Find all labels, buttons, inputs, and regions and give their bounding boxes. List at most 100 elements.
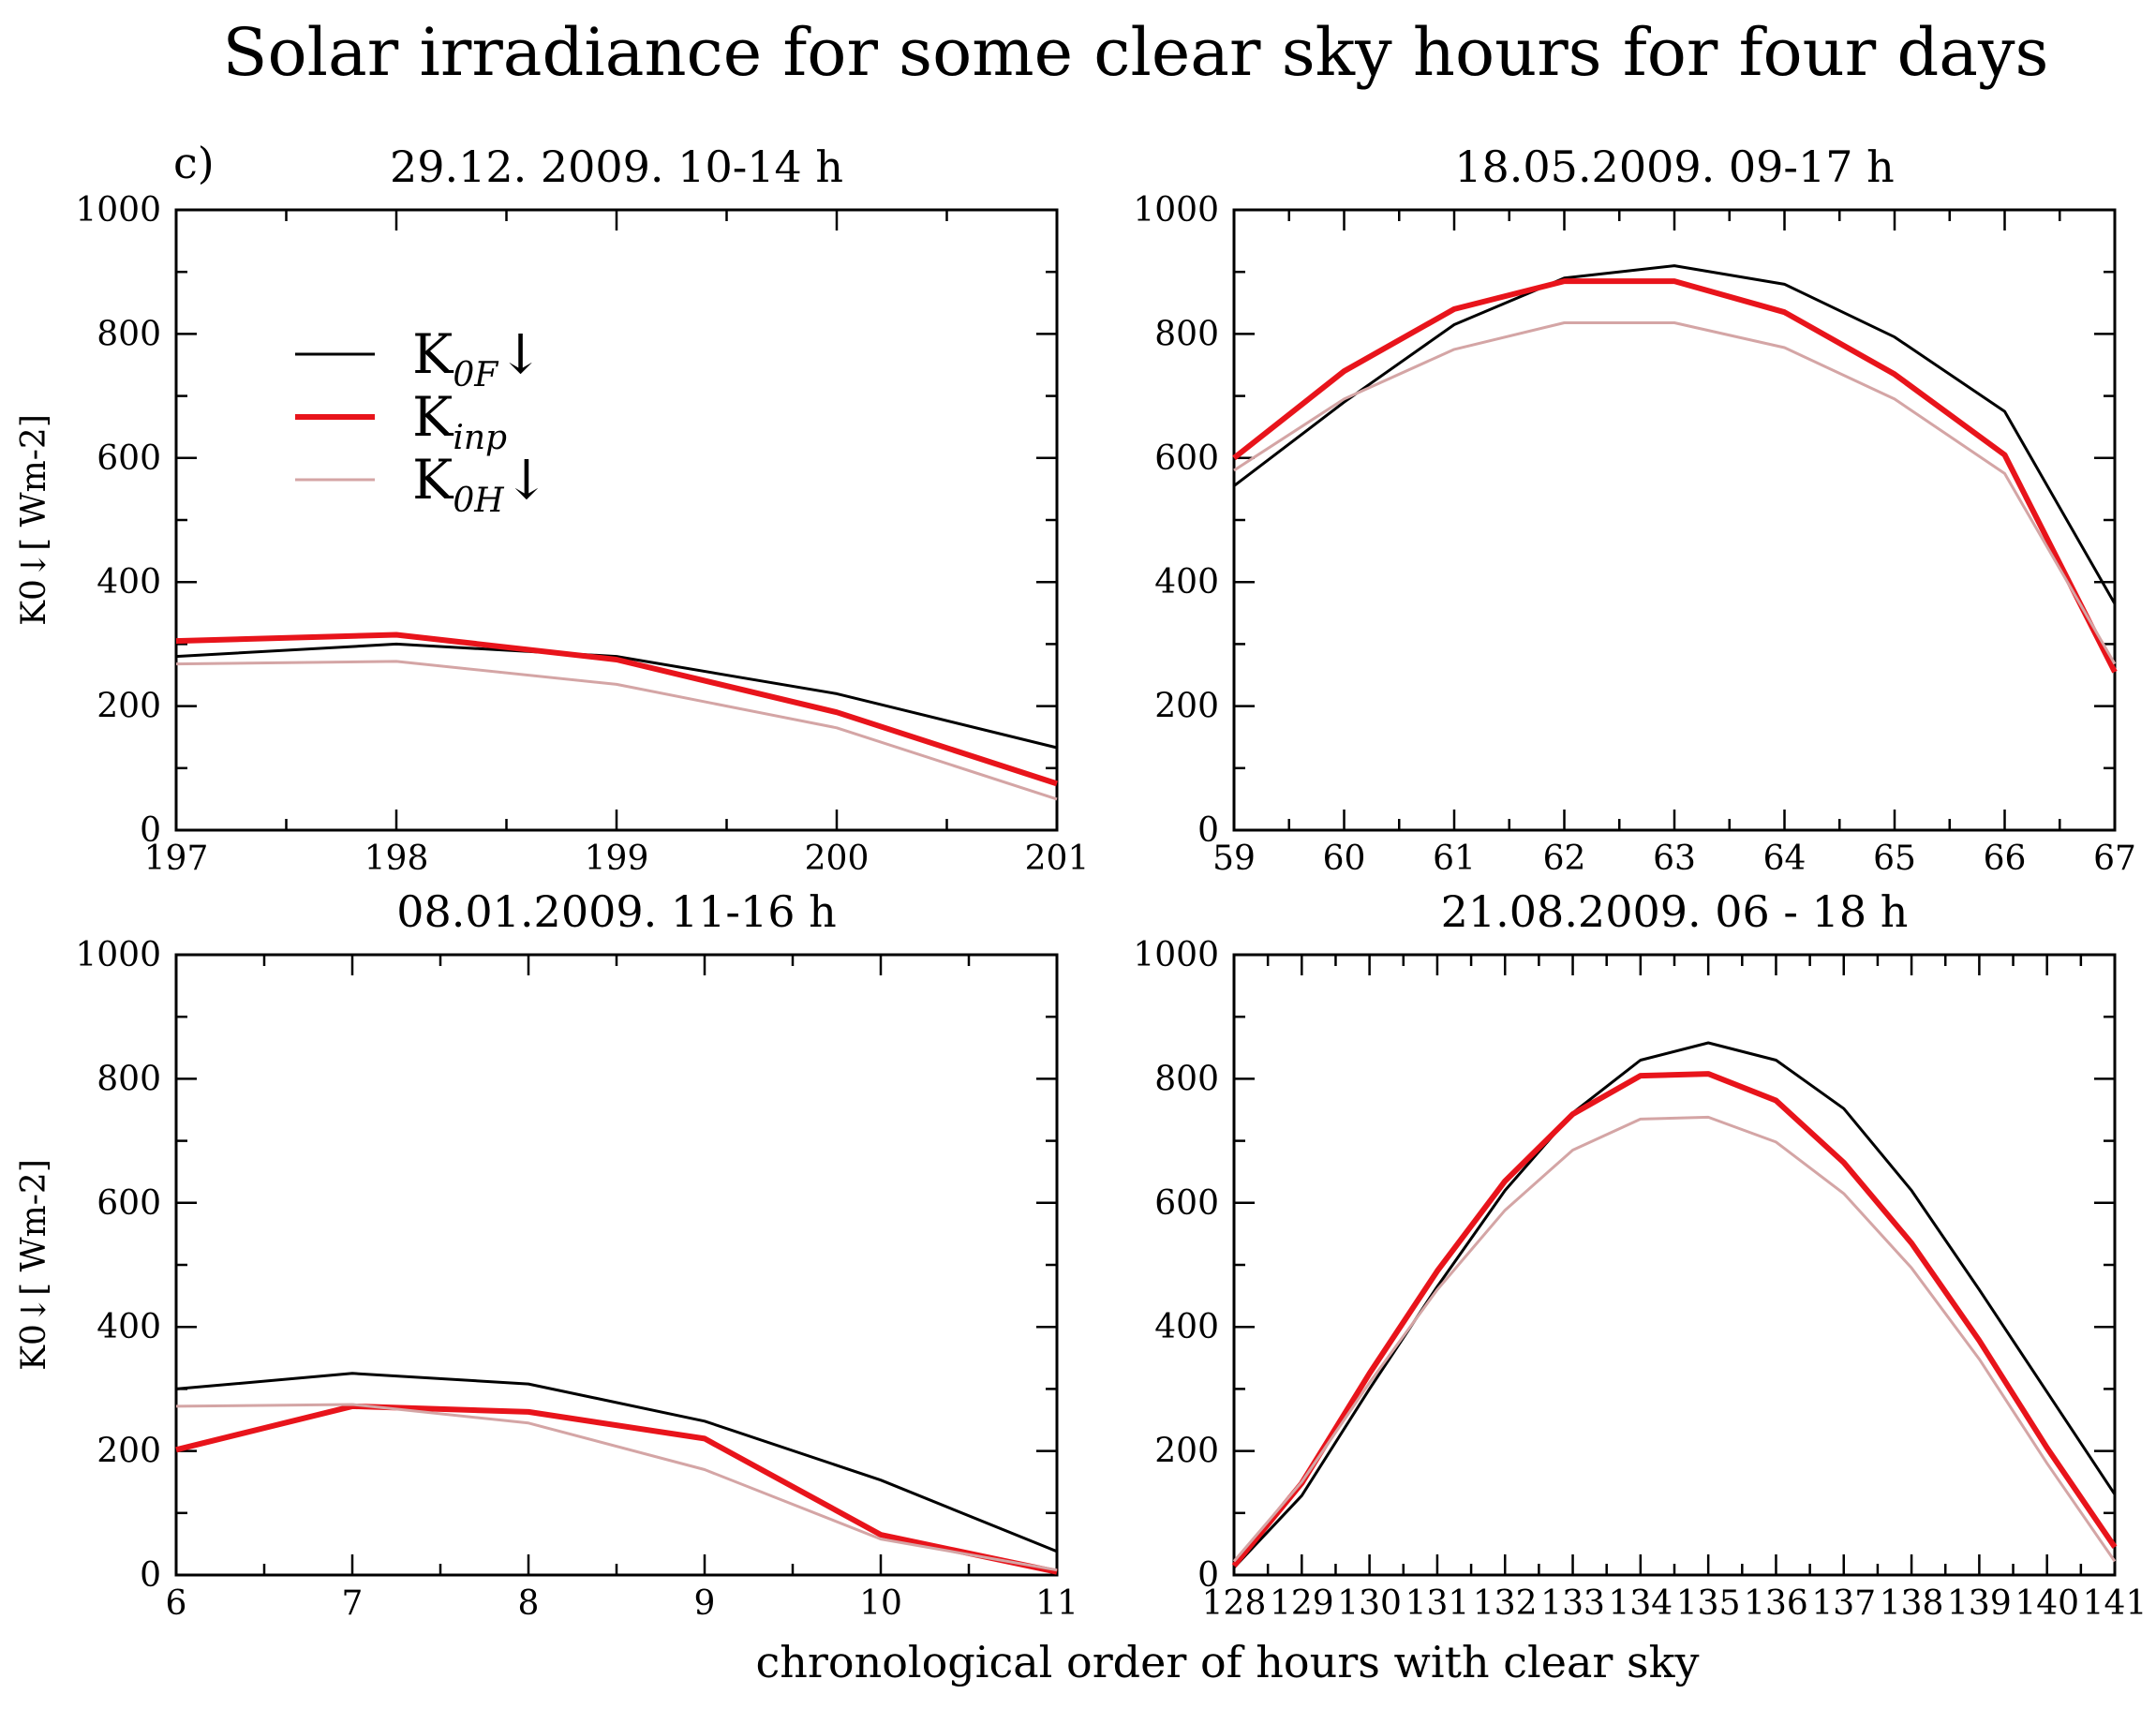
y-tick-label: 400 (97, 1308, 161, 1346)
x-tick-label: 128 (1202, 1584, 1267, 1623)
x-tick-label: 136 (1744, 1584, 1808, 1623)
legend-label-base: K (412, 448, 454, 512)
x-tick-label: 141 (2083, 1584, 2148, 1623)
series-line-k0h (1233, 321, 2117, 665)
x-tick-label: 197 (144, 840, 209, 878)
x-tick-label: 10 (859, 1584, 902, 1623)
figure-title: Solar irradiance for some clear sky hour… (223, 14, 2049, 91)
legend-entry-k0f: K0F↓ (295, 322, 543, 394)
series-line-kinp (1231, 1071, 2118, 1568)
series-line-kinp (175, 632, 1058, 787)
x-tick-label: 139 (1947, 1584, 2012, 1623)
y-axis-title: K0↓[ Wm-2] (15, 1159, 53, 1371)
y-tick-label: 200 (1154, 1433, 1219, 1471)
series-line-k0h (1232, 1115, 2117, 1563)
chart-panel-1: 197 198 199 200 201 0 200 400 600 800 1000 29.12. 2… (15, 141, 1089, 878)
series-line-k0f (1232, 1041, 2117, 1569)
panel-title: 18.05.2009. 09-17 h (1454, 141, 1894, 192)
series-line-k0h (175, 1403, 1058, 1572)
y-tick-label: 600 (1154, 1184, 1219, 1223)
x-tick-label: 61 (1433, 840, 1476, 878)
legend-label-sub: inp (453, 419, 507, 457)
panel-title: 08.01.2009. 11-16 h (396, 886, 836, 937)
x-tick-label: 134 (1608, 1584, 1673, 1623)
y-tick-label: 0 (1197, 1556, 1219, 1595)
legend-entry-k0h: K0H↓ (295, 448, 549, 520)
x-tick-label: 200 (805, 840, 870, 878)
y-axis-title: K0↓[ Wm-2] (15, 414, 53, 626)
chart-panel-4: 128 129 130 131 132 133 134 135 136 137 138 139 140 1… (1133, 886, 2147, 1623)
chart-panel-3: 6 7 8 9 10 11 0 200 400 600 800 1000 08.01.2009. 11-… (15, 886, 1078, 1623)
x-tick-label: 7 (342, 1584, 364, 1623)
series-line-kinp (175, 1403, 1058, 1575)
y-tick-label: 1000 (1133, 191, 1219, 230)
series-line-k0f (175, 1372, 1058, 1553)
y-tick-label: 600 (97, 439, 161, 478)
x-tick-label: 63 (1653, 840, 1696, 878)
y-tick-label: 1000 (75, 191, 161, 230)
y-tick-label: 400 (97, 563, 161, 602)
y-tick-label: 800 (1154, 315, 1219, 353)
x-tick-label: 65 (1873, 840, 1916, 878)
legend-label-sub: 0H (453, 482, 504, 520)
y-tick-label: 0 (1197, 811, 1219, 850)
panel-title: 29.12. 2009. 10-14 h (390, 141, 843, 192)
x-tick-label: 138 (1880, 1584, 1944, 1623)
legend-label: K0H↓ (412, 448, 549, 520)
y-tick-label: 400 (1154, 1308, 1219, 1346)
legend-label: Kinp (412, 385, 507, 457)
y-tick-label: 0 (140, 1556, 161, 1595)
y-tick-label: 800 (97, 1060, 161, 1098)
y-tick-label: 1000 (75, 936, 161, 974)
legend-label: K0F↓ (412, 322, 543, 394)
x-tick-label: 60 (1323, 840, 1366, 878)
x-tick-label: 66 (1984, 840, 2027, 878)
legend-label-base: K (412, 322, 454, 386)
x-tick-label: 8 (518, 1584, 540, 1623)
y-tick-label: 200 (97, 688, 161, 726)
x-tick-label: 62 (1543, 840, 1586, 878)
series-line-kinp (1232, 278, 2118, 674)
x-tick-label: 59 (1212, 840, 1256, 878)
series-line-k0f (175, 642, 1058, 750)
x-tick-label: 199 (585, 840, 649, 878)
x-tick-label: 132 (1473, 1584, 1538, 1623)
y-tick-label: 800 (97, 315, 161, 353)
legend-entry-kinp: Kinp (295, 385, 507, 457)
x-tick-label: 11 (1035, 1584, 1078, 1623)
x-tick-label: 133 (1540, 1584, 1605, 1623)
x-axis-title: chronological order of hours with clear … (756, 1637, 1700, 1687)
y-tick-label: 600 (1154, 439, 1219, 478)
x-tick-label: 140 (2015, 1584, 2079, 1623)
x-tick-label: 201 (1025, 840, 1090, 878)
series-line-k0f (1233, 264, 2117, 605)
series-line-k0h (175, 660, 1058, 801)
x-tick-label: 67 (2093, 840, 2136, 878)
y-tick-label: 800 (1154, 1060, 1219, 1098)
y-tick-label: 400 (1154, 563, 1219, 602)
x-tick-label: 135 (1676, 1584, 1741, 1623)
y-tick-label: 0 (140, 811, 161, 850)
y-tick-label: 600 (97, 1184, 161, 1223)
x-tick-label: 9 (694, 1584, 716, 1623)
x-tick-label: 64 (1763, 840, 1807, 878)
legend-label-arrow: ↓ (504, 448, 550, 512)
x-tick-label: 130 (1337, 1584, 1402, 1623)
x-tick-label: 198 (364, 840, 429, 878)
legend-label-sub: 0F (453, 356, 499, 394)
panel-letter: c) (173, 138, 215, 188)
x-tick-label: 131 (1405, 1584, 1470, 1623)
legend-label-arrow: ↓ (498, 322, 543, 386)
x-tick-label: 129 (1270, 1584, 1334, 1623)
x-tick-label: 6 (166, 1584, 187, 1623)
y-tick-label: 200 (1154, 688, 1219, 726)
x-tick-label: 137 (1811, 1584, 1876, 1623)
legend-label-base: K (412, 385, 454, 449)
y-tick-label: 200 (97, 1433, 161, 1471)
chart-panel-2: 59 60 61 62 63 64 65 66 67 0 200 400 600 800 1000 18.05… (1133, 141, 2136, 878)
y-tick-label: 1000 (1133, 936, 1219, 974)
